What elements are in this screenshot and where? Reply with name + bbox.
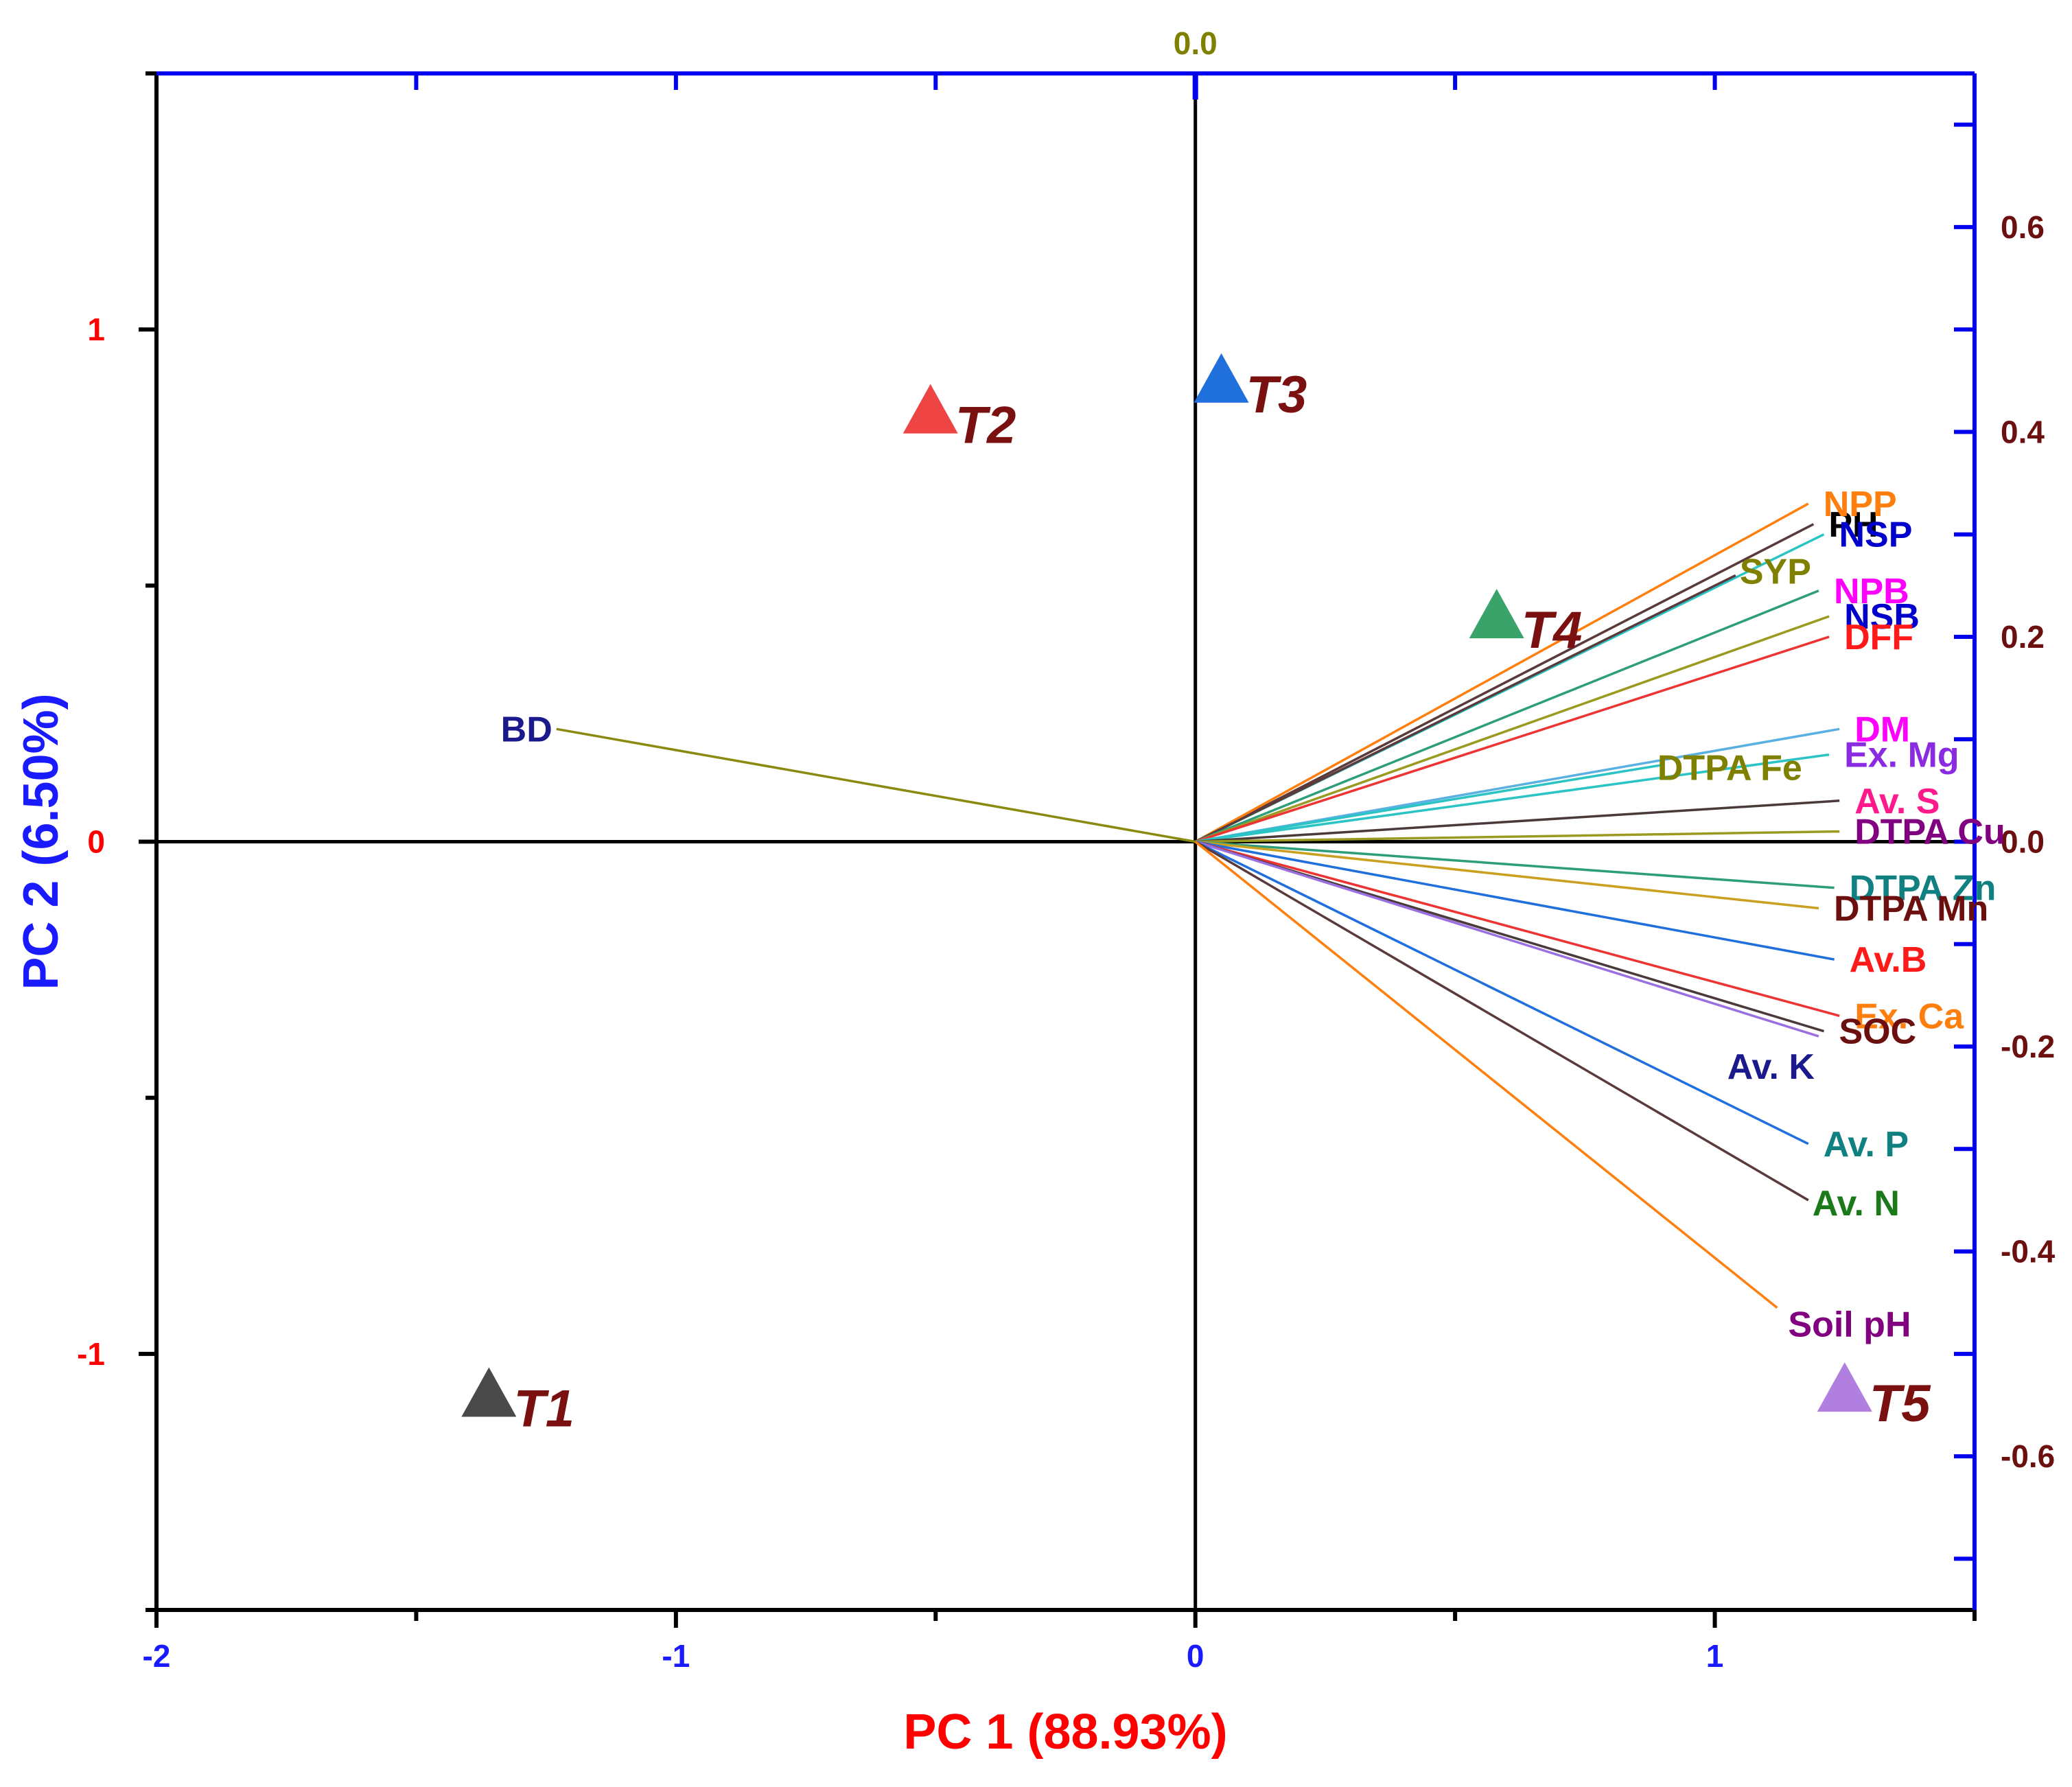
- loading-vector-av-s: [1195, 799, 1840, 843]
- observation-marker-t2: [903, 384, 958, 434]
- loading-vector-dtpa-zn: [1195, 840, 1835, 889]
- top-tick-label: 0.0: [1174, 25, 1218, 61]
- variable-label: Av. S: [1854, 782, 1940, 821]
- observation-marker-t4: [1469, 589, 1524, 639]
- loading-vector-dff: [1195, 635, 1830, 843]
- right-tick-label: -0.6: [2001, 1438, 2055, 1474]
- right-tick-label: -0.4: [2001, 1234, 2056, 1270]
- variable-label: Av. K: [1727, 1047, 1815, 1087]
- score-points: [461, 353, 1872, 1417]
- loading-vector-ph: [1194, 523, 1815, 843]
- x-tick-label: 1: [1706, 1638, 1724, 1674]
- variable-label: DTPA Mn: [1834, 889, 1988, 929]
- x-tick-label: 0: [1187, 1638, 1204, 1674]
- right-tick-label: 0.0: [2001, 824, 2045, 860]
- variable-label: Ex. Mg: [1844, 736, 1959, 775]
- loading-vector-ex-ca: [1195, 840, 1840, 1017]
- loading-vector-ex-mg: [1195, 753, 1830, 843]
- variable-label: NPP: [1824, 484, 1897, 524]
- loading-vector-dtpa-fe: [1195, 763, 1664, 843]
- observation-marker-t1: [461, 1367, 517, 1417]
- y-axis-title: PC 2 (6.50%): [14, 693, 69, 990]
- y-tick-label: 1: [87, 312, 105, 347]
- loading-vector-nsb: [1195, 615, 1830, 843]
- x-axis-title: PC 1 (88.93%): [903, 1705, 1227, 1760]
- variable-label: DM: [1854, 710, 1910, 749]
- loading-vector-dtpa-mn: [1195, 840, 1819, 910]
- right-tick-label: 0.2: [2001, 619, 2045, 655]
- loading-vector-dtpa-cu: [1195, 830, 1840, 843]
- loading-vector-av-n: [1194, 840, 1809, 1202]
- variable-label: NSB: [1844, 597, 1920, 637]
- variable-label: Av. N: [1813, 1184, 1900, 1224]
- observation-label: T3: [1246, 366, 1307, 424]
- variable-label: DFF: [1844, 618, 1913, 657]
- loading-vector-npp: [1194, 502, 1809, 843]
- variable-label: DTPA Fe: [1657, 749, 1802, 789]
- loading-vector-av-b: [1195, 840, 1835, 961]
- variable-label: Ex. Ca: [1854, 996, 1964, 1036]
- x-tick-label: -2: [143, 1638, 171, 1674]
- axes: -2 -1 0 1 -1 0 1 0.6 0.4 0.2 0.0 -0.2 -0.4 -0.6 0.0: [77, 25, 2056, 1674]
- y-tick-label: -1: [77, 1336, 105, 1372]
- x-tick-label: -1: [662, 1638, 690, 1674]
- variable-label: BD: [501, 710, 552, 749]
- variable-label: PH: [1828, 505, 1878, 545]
- variable-label: SOC: [1839, 1012, 1917, 1052]
- loading-vector-npb: [1195, 589, 1819, 843]
- loading-vector-syp: [1194, 574, 1736, 843]
- observation-label: T4: [1522, 601, 1583, 659]
- observation-label: T5: [1870, 1375, 1931, 1433]
- loading-vector-soil-ph: [1194, 841, 1778, 1309]
- loading-vector-bd: [556, 727, 1196, 843]
- right-tick-label: -0.2: [2001, 1029, 2055, 1064]
- variable-label: SYP: [1740, 552, 1811, 592]
- loading-vector-av-p: [1194, 840, 1809, 1145]
- variable-label: Av. P: [1824, 1125, 1909, 1165]
- loading-vectors: [556, 502, 1840, 1309]
- observation-label: T2: [955, 397, 1016, 455]
- variable-label: DTPA Cu: [1854, 813, 2005, 852]
- right-tick-label: 0.6: [2001, 209, 2045, 245]
- variable-label: NSP: [1839, 515, 1913, 555]
- variable-label: Av.B: [1850, 940, 1927, 980]
- variable-label: Soil pH: [1788, 1305, 1911, 1345]
- variable-label: DTPA Zn: [1850, 869, 1997, 909]
- observation-marker-t5: [1817, 1362, 1872, 1412]
- observation-label: T1: [513, 1380, 574, 1438]
- y-tick-label: 0: [87, 824, 105, 860]
- loading-vector-av-k: [1195, 840, 1819, 1038]
- right-tick-label: 0.4: [2001, 414, 2045, 449]
- observation-marker-t3: [1194, 353, 1249, 403]
- variable-label: NPB: [1834, 572, 1909, 611]
